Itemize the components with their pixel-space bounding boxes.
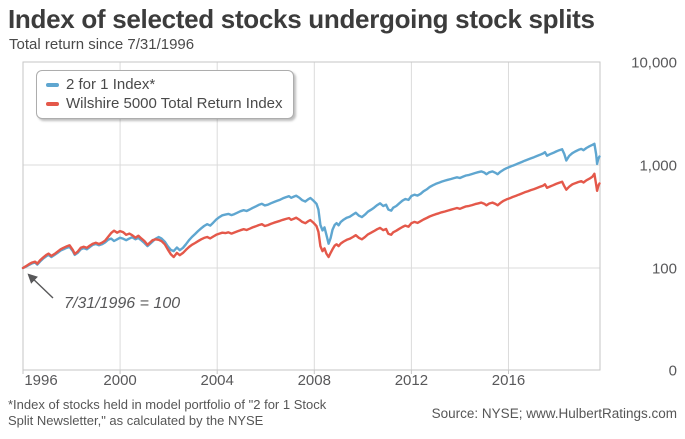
y-axis-tick-label: 10,000 [631, 55, 677, 72]
series-line-2-for-1-index [21, 142, 601, 270]
footnote-line: Split Newsletter," as calculated by the … [8, 413, 264, 428]
legend: 2 for 1 Index* Wilshire 5000 Total Retur… [36, 70, 294, 119]
legend-swatch-blue-line-icon [46, 82, 59, 87]
legend-item: 2 for 1 Index* [46, 75, 283, 94]
legend-label: 2 for 1 Index* [66, 76, 156, 93]
annotation-arrow [27, 273, 54, 299]
footnote: *Index of stocks held in model portfolio… [8, 397, 326, 429]
y-axis-tick-label: 100 [652, 261, 677, 278]
x-axis-tick-label: 2000 [103, 372, 136, 389]
annotation-label: 7/31/1996 = 100 [64, 295, 180, 312]
chart-title: Index of selected stocks undergoing stoc… [8, 4, 595, 34]
footnote-line: *Index of stocks held in model portfolio… [8, 397, 327, 412]
x-axis-tick-label: 2008 [298, 372, 331, 389]
plot-border [22, 61, 601, 371]
y-axis-tick-label: 1,000 [639, 158, 677, 175]
legend-swatch-red-line-icon [46, 101, 59, 106]
legend-item: Wilshire 5000 Total Return Index [46, 94, 283, 113]
series-line-wilshire-5000-total-return-index [21, 172, 601, 270]
x-axis-tick-label: 2016 [492, 372, 525, 389]
legend-label: Wilshire 5000 Total Return Index [66, 95, 283, 112]
y-axis-tick-label: 0 [669, 363, 677, 380]
source-credit: Source: NYSE; www.HulbertRatings.com [431, 406, 677, 421]
x-axis-tick-label: 2004 [201, 372, 234, 389]
chart-subtitle: Total return since 7/31/1996 [9, 36, 195, 53]
x-axis-tick-label: 1996 [24, 372, 57, 389]
x-axis-tick-label: 2012 [395, 372, 428, 389]
